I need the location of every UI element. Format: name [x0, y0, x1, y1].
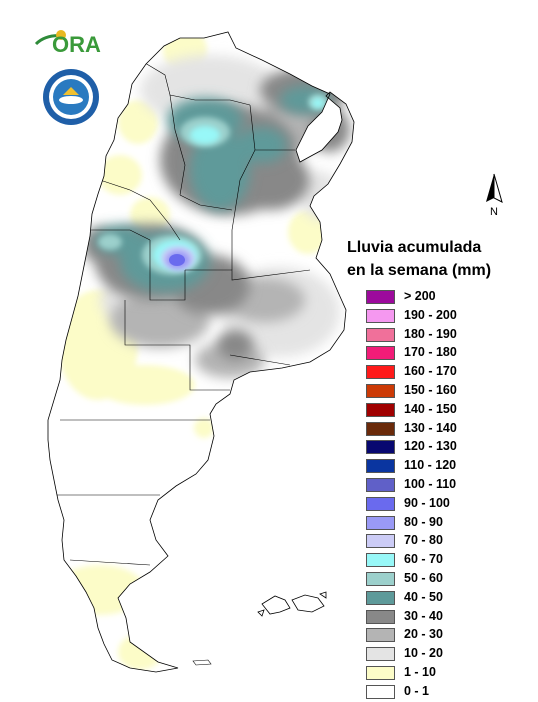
- legend-swatch: [366, 684, 395, 699]
- legend-swatch: [366, 402, 395, 417]
- legend-label: 170 - 180: [404, 345, 457, 360]
- legend-item: 0 - 1: [366, 683, 516, 702]
- legend-label: 50 - 60: [404, 570, 443, 585]
- legend-item: 150 - 160: [366, 382, 516, 401]
- legend-swatch: [366, 477, 395, 492]
- legend-item: 120 - 130: [366, 438, 516, 457]
- legend-swatch: [366, 308, 395, 323]
- legend-title: Lluvia acumulada en la semana (mm): [347, 236, 517, 282]
- legend-swatch: [366, 290, 395, 304]
- legend-label: 90 - 100: [404, 495, 450, 510]
- legend-swatch: [366, 553, 395, 568]
- legend-item: 180 - 190: [366, 326, 516, 345]
- north-label: N: [490, 206, 498, 218]
- north-arrow-icon: [486, 174, 494, 202]
- legend-label: 190 - 200: [404, 307, 457, 322]
- legend-swatch: [366, 515, 395, 530]
- legend-item: > 200: [366, 288, 516, 307]
- legend-item: 50 - 60: [366, 570, 516, 589]
- smn-seal-logo: [41, 67, 101, 132]
- legend-label: 150 - 160: [404, 382, 457, 397]
- legend-title-line1: Lluvia acumulada: [347, 239, 482, 256]
- legend-item: 140 - 150: [366, 401, 516, 420]
- legend-label: 60 - 70: [404, 552, 443, 567]
- legend-swatch: [366, 327, 395, 342]
- legend-label: 110 - 120: [404, 458, 457, 473]
- country-outline: [47, 31, 355, 673]
- legend-swatch: [366, 496, 395, 511]
- ora-logo-text: ORA: [52, 32, 101, 57]
- legend-item: 30 - 40: [366, 608, 516, 627]
- legend-item: 110 - 120: [366, 457, 516, 476]
- legend-label: > 200: [404, 289, 436, 303]
- legend-swatch: [366, 421, 395, 436]
- legend-swatch: [366, 459, 395, 474]
- legend-item: 170 - 180: [366, 344, 516, 363]
- legend-label: 80 - 90: [404, 514, 443, 529]
- legend-label: 120 - 130: [404, 439, 457, 454]
- legend: > 200 190 - 200 180 - 190 170 - 180 160 - 17…: [366, 288, 516, 702]
- legend-swatch: [366, 365, 395, 380]
- legend-item: 1 - 10: [366, 664, 516, 683]
- legend-label: 1 - 10: [404, 664, 436, 679]
- legend-swatch: [366, 647, 395, 662]
- legend-item: 130 - 140: [366, 420, 516, 439]
- legend-label: 40 - 50: [404, 589, 443, 604]
- legend-swatch: [366, 665, 395, 680]
- legend-swatch: [366, 383, 395, 398]
- legend-label: 160 - 170: [404, 364, 457, 379]
- legend-swatch: [366, 590, 395, 605]
- tierra-del-fuego-islet: [192, 659, 212, 666]
- legend-item: 60 - 70: [366, 551, 516, 570]
- legend-label: 10 - 20: [404, 646, 443, 661]
- legend-item: 90 - 100: [366, 495, 516, 514]
- legend-item: 100 - 110: [366, 476, 516, 495]
- legend-label: 30 - 40: [404, 608, 443, 623]
- ora-logo: ORA: [34, 26, 104, 63]
- legend-item: 10 - 20: [366, 645, 516, 664]
- legend-swatch: [366, 534, 395, 549]
- legend-item: 70 - 80: [366, 532, 516, 551]
- legend-label: 70 - 80: [404, 533, 443, 548]
- legend-label: 0 - 1: [404, 683, 430, 698]
- legend-label: 100 - 110: [404, 476, 457, 491]
- legend-item: 40 - 50: [366, 589, 516, 608]
- north-arrow: N: [480, 172, 510, 223]
- legend-title-line2: en la semana (mm): [347, 262, 492, 279]
- islands: [257, 591, 327, 617]
- legend-swatch: [366, 440, 395, 455]
- legend-swatch: [366, 571, 395, 586]
- legend-label: 180 - 190: [404, 326, 457, 341]
- legend-swatch: [366, 628, 395, 643]
- legend-item: 160 - 170: [366, 363, 516, 382]
- legend-item: 80 - 90: [366, 514, 516, 533]
- legend-label: 140 - 150: [404, 401, 457, 416]
- legend-item: 190 - 200: [366, 307, 516, 326]
- legend-swatch: [366, 346, 395, 361]
- legend-label: 130 - 140: [404, 420, 457, 435]
- legend-label: 20 - 30: [404, 627, 443, 642]
- legend-item: 20 - 30: [366, 626, 516, 645]
- legend-swatch: [366, 609, 395, 624]
